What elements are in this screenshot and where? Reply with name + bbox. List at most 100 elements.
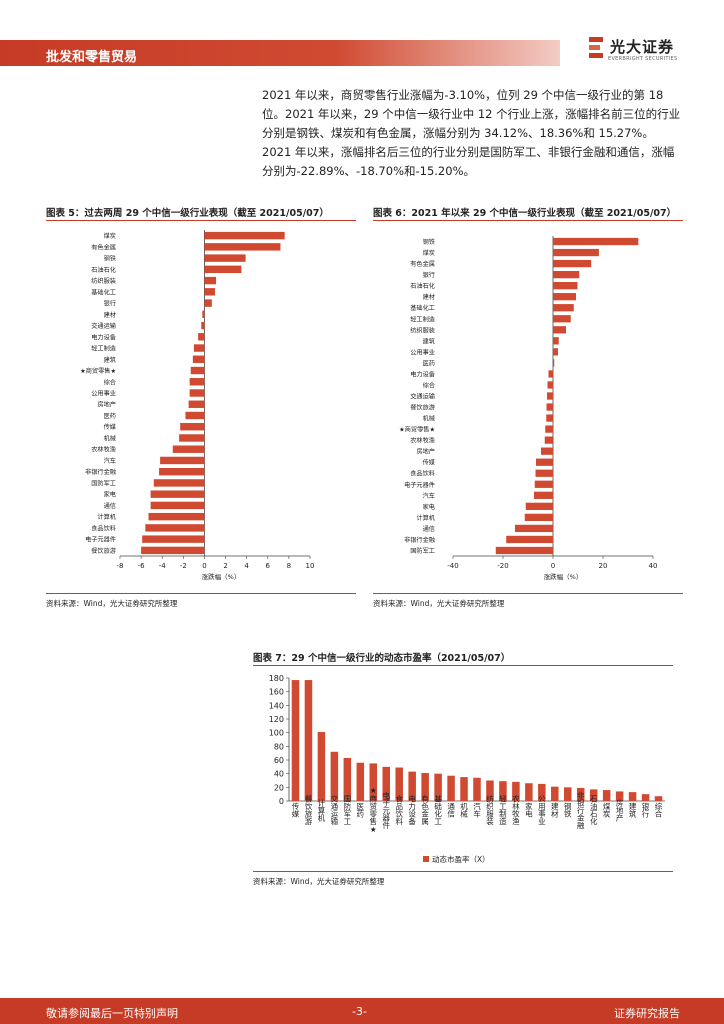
chart7-bar xyxy=(641,794,650,801)
company-logo: 光大证券 EVERBRIGHT SECURITIES xyxy=(588,34,698,68)
logo-subtext: EVERBRIGHT SECURITIES xyxy=(608,56,678,62)
chart5-category-label: 农林牧渔 xyxy=(91,446,116,454)
chart7-bar xyxy=(447,775,455,801)
chart7-category-label: 食品饮料 xyxy=(394,794,403,827)
chart6-category-label: 食品饮料 xyxy=(410,470,435,478)
chart6-bar xyxy=(545,425,553,433)
chart5-category-label: 建筑 xyxy=(104,356,117,364)
chart5-category-label: 综合 xyxy=(104,378,116,386)
chart5-title-rule xyxy=(46,220,356,221)
chart7-bar xyxy=(304,680,313,801)
chart7-category-label: 电子元器件 xyxy=(381,790,390,830)
chart7-category-label: 交通运输 xyxy=(330,794,339,827)
chart6-title: 图表 6：2021 年以来 29 个中信一级行业表现（截至 2021/05/07… xyxy=(373,208,677,219)
chart6-category-label: 煤炭 xyxy=(423,249,435,257)
chart5-category-label: 有色金属 xyxy=(91,243,116,251)
chart6-category-label: 建材 xyxy=(423,293,435,301)
chart6-category-label: 电子元器件 xyxy=(404,481,435,489)
chart5-bar xyxy=(190,366,205,375)
chart5-tick-label: 0 xyxy=(202,562,206,570)
chart6-category-label: 基础化工 xyxy=(410,304,435,312)
chart5-bar xyxy=(185,411,205,420)
chart6-bar xyxy=(535,469,553,477)
chart6-bar xyxy=(553,359,555,367)
chart6-bar xyxy=(553,237,639,246)
chart7-tick-label: 120 xyxy=(269,715,284,724)
chart6-tick-label: -40 xyxy=(447,562,458,570)
chart6-category-label: 银行 xyxy=(423,271,435,279)
chart6-category-label: 通信 xyxy=(423,525,435,533)
chart6-bar xyxy=(506,535,553,544)
chart5-category-label: 通信 xyxy=(104,502,116,510)
chart7-bar xyxy=(628,792,637,801)
logo-mark-icon xyxy=(589,37,603,58)
chart7-bar xyxy=(551,786,559,801)
chart5-bar xyxy=(150,501,205,510)
chart5-bar xyxy=(153,479,205,487)
chart5-tick-label: -2 xyxy=(180,562,187,570)
chart7-category-label: 轻工制造 xyxy=(498,794,507,827)
chart6-bar xyxy=(546,403,553,411)
chart5-bar xyxy=(159,467,205,476)
chart7-category-label: 传媒 xyxy=(291,801,300,819)
chart7-category-label: 建筑 xyxy=(628,801,637,819)
chart6-category-label: 国防军工 xyxy=(410,547,435,555)
chart5-category-label: 汽车 xyxy=(104,457,116,465)
chart6-category-label: 农林牧渔 xyxy=(410,437,435,445)
chart7-source: 资料来源：Wind，光大证券研究所整理 xyxy=(253,877,385,886)
chart6-category-label: 房地产 xyxy=(416,448,435,456)
chart6-bar xyxy=(553,337,559,345)
chart5-category-label: 计算机 xyxy=(97,513,116,521)
chart6-x-axis-label: 涨跌幅（%） xyxy=(544,572,583,581)
chart7-category-label: 基础化工 xyxy=(433,794,442,826)
footer-report-type: 证券研究报告 xyxy=(614,1007,680,1020)
chart5-bar xyxy=(204,231,285,240)
chart5-bar xyxy=(204,276,217,285)
chart5-category-label: 机械 xyxy=(104,434,116,442)
chart6-category-label: 交通运输 xyxy=(410,393,436,401)
chart7-category-label: 国防军工 xyxy=(343,795,352,826)
chart7-category-label: 非银行金融 xyxy=(576,790,585,830)
chart6-bar xyxy=(553,326,566,334)
chart6-bottom-rule xyxy=(373,593,683,594)
chart6-bar xyxy=(524,513,553,522)
chart7-category-label: ★商贸零售★ xyxy=(369,786,378,834)
chart7-bar xyxy=(525,783,533,801)
chart5-tick-label: 2 xyxy=(223,562,227,570)
chart6-category-label: 家电 xyxy=(423,503,435,511)
chart5-category-label: 医药 xyxy=(104,412,116,420)
chart7-bar xyxy=(654,796,663,801)
chart5-source: 资料来源：Wind，光大证券研究所整理 xyxy=(46,599,178,608)
chart7-tick-label: 0 xyxy=(279,797,284,806)
chart5-bar xyxy=(204,254,246,262)
chart7-bar xyxy=(408,771,416,801)
chart5-bar xyxy=(160,456,205,465)
chart6-bar xyxy=(547,392,553,400)
chart7-tick-label: 20 xyxy=(274,783,284,792)
chart6-bar xyxy=(546,414,553,422)
chart7-tick-label: 40 xyxy=(274,770,284,779)
chart7-category-label: 建材 xyxy=(550,801,559,818)
chart6-category-label: 非银行金融 xyxy=(404,536,435,544)
chart7-bar xyxy=(291,680,300,801)
chart7-legend-label: 动态市盈率（X） xyxy=(432,854,490,864)
chart5-category-label: 钢铁 xyxy=(104,255,116,263)
chart6-category-label: 医药 xyxy=(423,359,435,367)
chart6-category-label: 传媒 xyxy=(423,459,436,467)
chart6-figure: 钢铁煤炭有色金属银行石油石化建材基础化工轻工制造纺织服装建筑公用事业医药电力设备… xyxy=(399,236,657,581)
chart6-bar xyxy=(515,524,553,533)
chart7-category-label: 石油石化 xyxy=(589,795,598,827)
chart6-bar xyxy=(553,348,558,356)
header-bar xyxy=(0,40,560,66)
chart7-category-label: 电力设备 xyxy=(407,794,416,827)
chart6-category-label: 石油石化 xyxy=(410,282,435,290)
footer-disclaimer: 敬请参阅最后一页特别声明 xyxy=(46,1007,178,1020)
chart6-tick-label: 20 xyxy=(599,562,608,570)
chart7-category-label: 纺织服装 xyxy=(485,794,494,827)
section-title: 批发和零售贸易 xyxy=(46,50,138,65)
chart5-bar xyxy=(188,400,205,408)
chart7-bar xyxy=(563,787,572,801)
chart5-category-label: 食品饮料 xyxy=(91,524,116,532)
chart7-bar xyxy=(421,772,429,801)
